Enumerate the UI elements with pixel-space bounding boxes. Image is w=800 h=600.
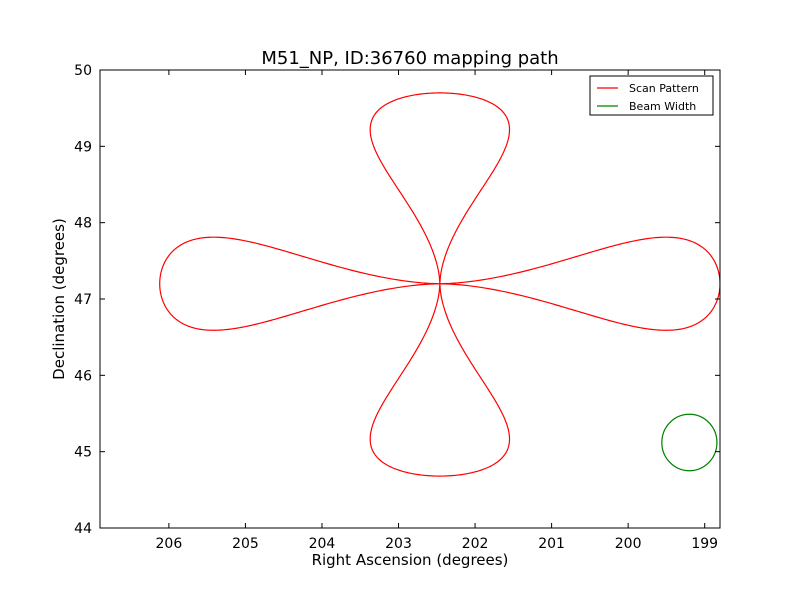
x-tick-label: 206: [156, 536, 183, 552]
ticks: 206 205 204 203 202 201 200 199 44 45 46 47 48 49 50: [74, 63, 720, 552]
x-tick-label: 204: [309, 536, 336, 552]
legend-box: [589, 75, 714, 116]
y-tick-label: 49: [74, 139, 92, 155]
y-tick-label: 47: [74, 292, 92, 308]
x-tick-label: 199: [691, 536, 718, 552]
scan-pattern-lobe-4: [369, 283, 511, 477]
scan-pattern-lobe-2: [369, 92, 511, 284]
x-tick-label: 203: [385, 536, 412, 552]
legend: Scan Pattern Beam Width: [589, 75, 714, 116]
y-tick-label: 48: [74, 216, 92, 232]
legend-label-scan-pattern: Scan Pattern: [629, 82, 699, 95]
y-tick-label: 44: [74, 521, 92, 537]
plot-content: [159, 92, 720, 477]
y-tick-label: 50: [74, 63, 92, 79]
y-tick-label: 45: [74, 445, 92, 461]
scan-pattern-lobe-3: [159, 236, 440, 331]
x-tick-label: 201: [538, 536, 565, 552]
beam-width-circle: [661, 413, 718, 472]
x-tick-label: 202: [462, 536, 489, 552]
x-axis-label: Right Ascension (degrees): [312, 551, 509, 569]
y-axis-label: Declination (degrees): [50, 218, 68, 380]
chart-title: M51_NP, ID:36760 mapping path: [261, 48, 558, 69]
scan-pattern-lobe-1: [439, 236, 720, 331]
x-tick-label: 205: [232, 536, 259, 552]
y-tick-label: 46: [74, 368, 92, 384]
legend-label-beam-width: Beam Width: [629, 100, 696, 113]
x-tick-label: 200: [615, 536, 642, 552]
